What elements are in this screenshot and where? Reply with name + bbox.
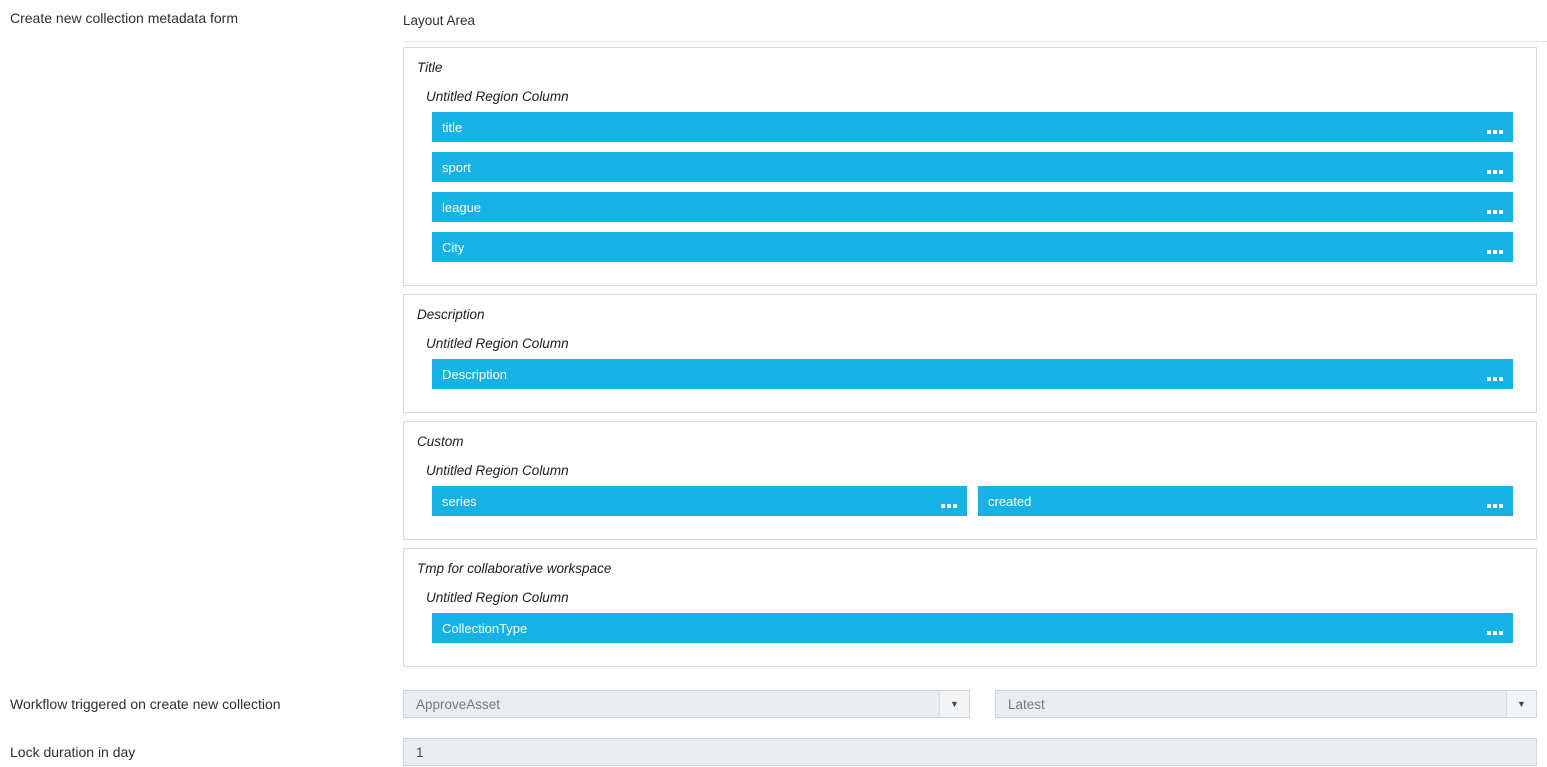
section-title: Title — [417, 60, 443, 75]
region-title: Untitled Region Column — [426, 590, 569, 605]
drag-handle-icon[interactable] — [1487, 210, 1503, 214]
field-chip-label: series — [442, 493, 477, 509]
region-fields: series created — [432, 486, 1513, 516]
field-chip-series[interactable]: series — [432, 486, 967, 516]
region-title: Untitled Region Column — [426, 89, 569, 104]
workflow-trigger-select-value: ApproveAsset — [416, 696, 501, 712]
workflow-trigger-select[interactable]: ApproveAsset ▼ — [403, 690, 970, 718]
field-chip-label: league — [442, 199, 482, 215]
region-title: Untitled Region Column — [426, 336, 569, 351]
drag-handle-icon[interactable] — [1487, 130, 1503, 134]
section-title: Custom — [417, 434, 464, 449]
drag-handle-icon[interactable] — [1487, 170, 1503, 174]
field-chip-label: City — [442, 239, 465, 255]
drag-handle-icon[interactable] — [1487, 504, 1503, 508]
layout-area-title: Layout Area — [403, 13, 476, 28]
field-chip-city[interactable]: City — [432, 232, 1513, 262]
drag-handle-icon[interactable] — [1487, 377, 1503, 381]
metadata-form-row: Create new collection metadata form Layo… — [10, 0, 1547, 675]
field-chip-label: sport — [442, 159, 471, 175]
drag-handle-icon[interactable] — [941, 504, 957, 508]
drag-handle-icon[interactable] — [1487, 631, 1503, 635]
field-chip-label: title — [442, 119, 463, 135]
field-chip-label: CollectionType — [442, 620, 528, 636]
create-form-label: Create new collection metadata form — [10, 10, 238, 26]
section-title: Description — [417, 307, 485, 322]
layout-area-divider — [403, 41, 1547, 42]
workflow-version-select[interactable]: Latest ▼ — [995, 690, 1537, 718]
region-fields: Description — [432, 359, 1513, 389]
field-chip-sport[interactable]: sport — [432, 152, 1513, 182]
section-panel-custom: Custom Untitled Region Column series cre… — [403, 421, 1537, 540]
section-panel-tmp-workspace: Tmp for collaborative workspace Untitled… — [403, 548, 1537, 667]
chevron-down-icon[interactable]: ▼ — [1506, 691, 1536, 717]
region-title: Untitled Region Column — [426, 463, 569, 478]
lock-duration-label: Lock duration in day — [10, 744, 136, 760]
layout-area: Layout Area Title Untitled Region Column… — [403, 0, 1547, 675]
region-fields: title sport league City — [432, 112, 1513, 262]
lock-duration-row: Lock duration in day — [0, 738, 1537, 766]
region-fields: CollectionType — [432, 613, 1513, 643]
field-chip-description[interactable]: Description — [432, 359, 1513, 389]
field-chip-title[interactable]: title — [432, 112, 1513, 142]
workflow-label: Workflow triggered on create new collect… — [10, 696, 281, 712]
drag-handle-icon[interactable] — [1487, 250, 1503, 254]
lock-duration-input[interactable] — [403, 738, 1537, 766]
workflow-row: Workflow triggered on create new collect… — [0, 690, 1537, 718]
section-panel-description: Description Untitled Region Column Descr… — [403, 294, 1537, 413]
workflow-selects: ApproveAsset ▼ Latest ▼ — [403, 690, 1537, 718]
field-chip-created[interactable]: created — [978, 486, 1513, 516]
field-chip-label: Description — [442, 366, 508, 382]
field-chip-league[interactable]: league — [432, 192, 1513, 222]
field-chip-collectiontype[interactable]: CollectionType — [432, 613, 1513, 643]
section-panel-title: Title Untitled Region Column title sport… — [403, 47, 1537, 286]
workflow-version-select-value: Latest — [1008, 696, 1045, 712]
section-title: Tmp for collaborative workspace — [417, 561, 612, 576]
field-chip-label: created — [988, 493, 1032, 509]
chevron-down-icon[interactable]: ▼ — [939, 691, 969, 717]
